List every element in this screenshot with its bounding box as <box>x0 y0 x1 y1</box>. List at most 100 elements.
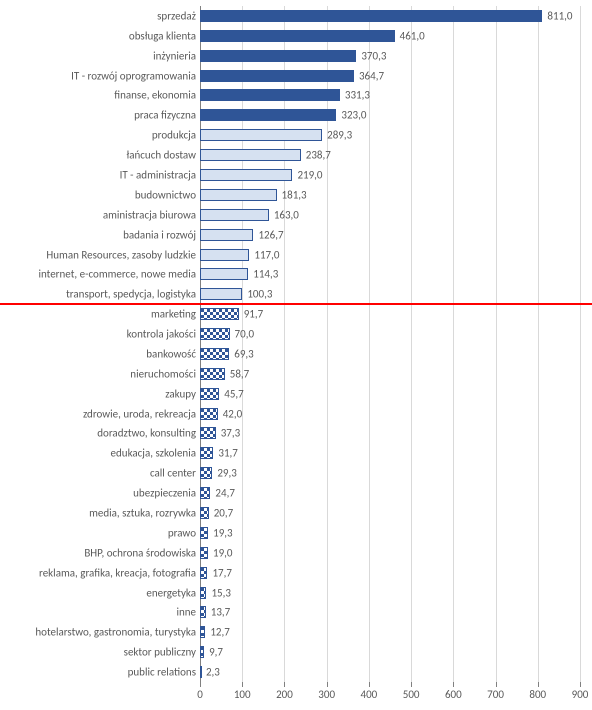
bar <box>200 547 208 559</box>
bar <box>200 507 209 519</box>
bar-row: inne13,7 <box>200 602 580 622</box>
category-label: ubezpieczenia <box>133 488 200 499</box>
bar <box>200 50 356 62</box>
bar-row: produkcja289,3 <box>200 125 580 145</box>
plot-area: 0100200300400500600700800900sprzedaż811,… <box>200 6 580 682</box>
bar-row: reklama, grafika, kreacja, fotografia17,… <box>200 563 580 583</box>
value-label: 31,7 <box>213 447 237 460</box>
bar-row: budownictwo181,3 <box>200 185 580 205</box>
value-label: 364,7 <box>354 69 384 82</box>
bar <box>200 348 229 360</box>
bar <box>200 527 208 539</box>
bar-row: edukacja, szkolenia31,7 <box>200 443 580 463</box>
value-label: 219,0 <box>292 168 322 181</box>
x-tick <box>327 682 328 687</box>
x-tick-label: 600 <box>445 688 462 701</box>
bar-chart: 0100200300400500600700800900sprzedaż811,… <box>0 0 592 710</box>
x-tick-label: 200 <box>276 688 293 701</box>
bar-row: IT - rozwój oprogramowania364,7 <box>200 66 580 86</box>
value-label: 9,7 <box>204 646 223 659</box>
x-tick-label: 0 <box>197 688 203 701</box>
bar <box>200 408 218 420</box>
category-label: energetyka <box>146 587 200 598</box>
bar <box>200 89 340 101</box>
value-label: 100,3 <box>242 288 272 301</box>
bar-row: zakupy45,7 <box>200 384 580 404</box>
category-label: edukacja, szkolenia <box>111 448 200 459</box>
value-label: 70,0 <box>230 328 254 341</box>
category-label: internet, e-commerce, nowe media <box>38 269 200 280</box>
bar-row: bankowość69,3 <box>200 344 580 364</box>
x-tick <box>580 682 581 687</box>
category-label: inne <box>176 607 200 618</box>
bar-row: doradztwo, konsulting37,3 <box>200 424 580 444</box>
category-label: marketing <box>151 309 200 320</box>
category-label: kontrola jakości <box>127 329 200 340</box>
value-label: 58,7 <box>225 367 249 380</box>
category-label: nieruchomości <box>130 368 200 379</box>
bar-row: praca fizyczna323,0 <box>200 105 580 125</box>
bar <box>200 487 210 499</box>
category-label: praca fizyczna <box>134 110 200 121</box>
bar-row: inżynieria370,3 <box>200 46 580 66</box>
value-label: 126,7 <box>253 228 283 241</box>
category-label: łańcuch dostaw <box>127 150 201 161</box>
x-tick-label: 700 <box>487 688 504 701</box>
bar <box>200 129 322 141</box>
category-label: doradztwo, konsulting <box>97 428 200 439</box>
category-label: budownictwo <box>135 189 200 200</box>
bar-row: transport, spedycja, logistyka100,3 <box>200 284 580 304</box>
bar-row: kontrola jakości70,0 <box>200 324 580 344</box>
bar <box>200 467 212 479</box>
bar <box>200 308 239 320</box>
x-tick <box>242 682 243 687</box>
value-label: 370,3 <box>356 49 386 62</box>
x-tick <box>496 682 497 687</box>
x-tick-label: 500 <box>403 688 420 701</box>
bar <box>200 209 269 221</box>
bar-row: prawo19,3 <box>200 523 580 543</box>
bar <box>200 10 542 22</box>
value-label: 42,0 <box>218 407 242 420</box>
category-label: IT - administracja <box>120 169 200 180</box>
bar-row: sprzedaż811,0 <box>200 6 580 26</box>
value-label: 69,3 <box>229 347 253 360</box>
category-label: call center <box>150 468 200 479</box>
x-tick-label: 800 <box>529 688 546 701</box>
category-label: sektor publiczny <box>124 647 200 658</box>
bar-row: public relations2,3 <box>200 662 580 682</box>
category-label: finanse, ekonomia <box>114 90 200 101</box>
category-label: inżynieria <box>153 50 200 61</box>
gridline <box>580 6 581 682</box>
category-label: zdrowie, uroda, rekreacja <box>83 408 200 419</box>
bar <box>200 268 248 280</box>
value-label: 15,3 <box>206 586 230 599</box>
bar-row: łańcuch dostaw238,7 <box>200 145 580 165</box>
bar-row: aministracja biurowa163,0 <box>200 205 580 225</box>
bar <box>200 567 207 579</box>
category-label: produkcja <box>152 130 200 141</box>
category-label: hotelarstwo, gastronomia, turystyka <box>35 627 200 638</box>
value-label: 12,7 <box>205 626 229 639</box>
value-label: 91,7 <box>239 308 263 321</box>
value-label: 238,7 <box>301 149 331 162</box>
value-label: 811,0 <box>542 9 572 22</box>
value-label: 461,0 <box>395 29 425 42</box>
bar <box>200 70 354 82</box>
value-label: 114,3 <box>248 268 278 281</box>
value-label: 13,7 <box>206 606 230 619</box>
value-label: 45,7 <box>219 387 243 400</box>
value-label: 2,3 <box>201 666 220 679</box>
bar <box>200 368 225 380</box>
bar-row: call center29,3 <box>200 463 580 483</box>
x-tick <box>538 682 539 687</box>
bar <box>200 169 292 181</box>
x-tick-label: 400 <box>361 688 378 701</box>
category-label: media, sztuka, rozrywka <box>89 507 200 518</box>
category-label: reklama, grafika, kreacja, fotografia <box>39 567 200 578</box>
category-label: bankowość <box>146 348 200 359</box>
bar-row: IT - administracja219,0 <box>200 165 580 185</box>
bar <box>200 249 249 261</box>
category-label: aministracja biurowa <box>103 209 200 220</box>
bar-row: media, sztuka, rozrywka20,7 <box>200 503 580 523</box>
